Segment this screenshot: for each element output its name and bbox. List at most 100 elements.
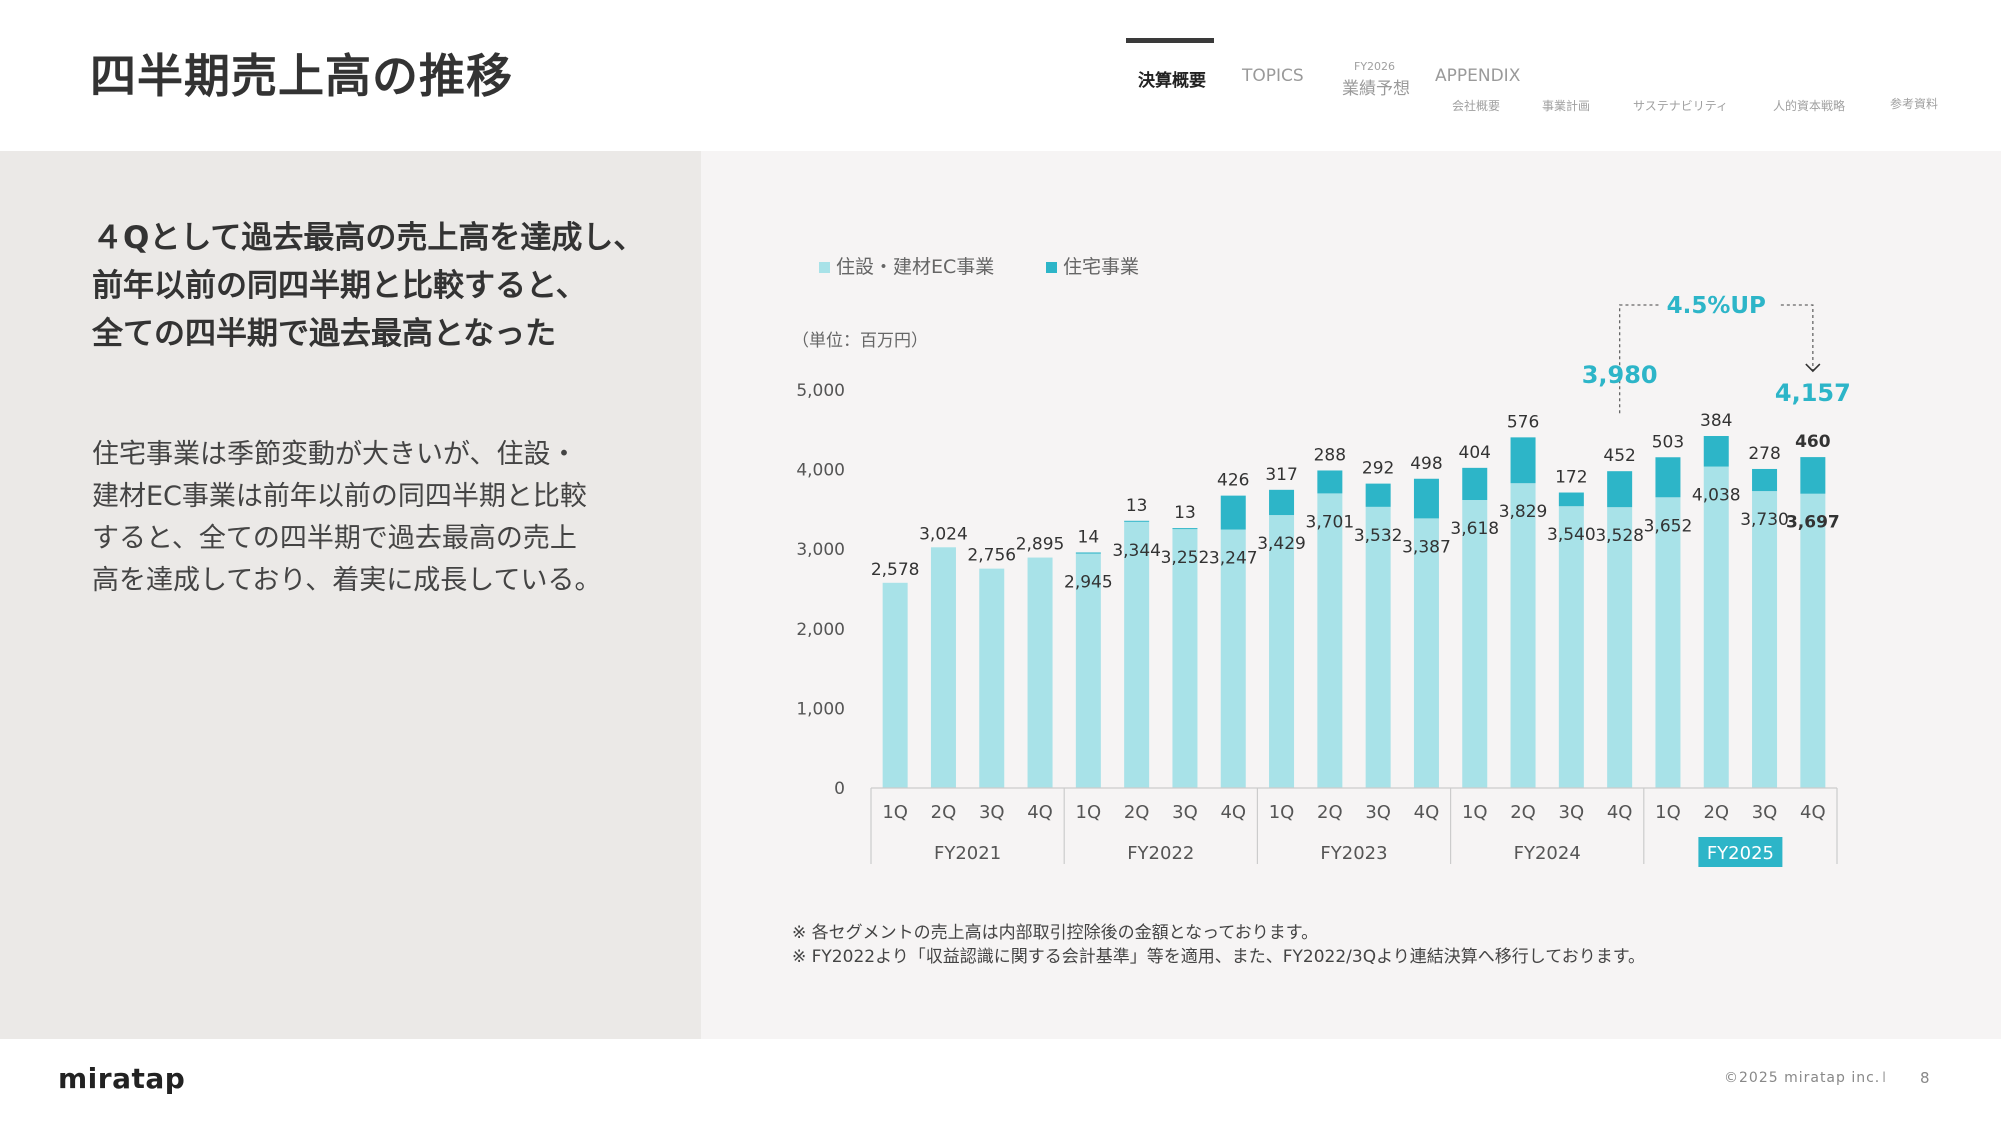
data-label-housing: 317 — [1265, 465, 1297, 485]
data-label-housing: 384 — [1700, 411, 1732, 431]
x-tick-label: 4Q — [1220, 802, 1246, 823]
data-label-ec: 2,578 — [871, 560, 920, 580]
x-tick-label: 4Q — [1027, 802, 1053, 823]
prev-total-label: 3,980 — [1582, 361, 1658, 389]
data-label-housing: 13 — [1126, 496, 1148, 516]
bar-ec — [1558, 506, 1584, 788]
bar-ec — [1800, 493, 1826, 788]
nav-sub-sustainability[interactable]: サステナビリティ — [1633, 99, 1729, 113]
data-label-housing: 452 — [1603, 446, 1635, 466]
bar-ec — [1365, 506, 1391, 788]
legend-swatch-ec — [819, 262, 830, 273]
year-label: FY2024 — [1514, 843, 1581, 864]
bar-ec — [1075, 553, 1101, 788]
x-tick-label: 3Q — [1172, 802, 1198, 823]
nav-sub-human-capital[interactable]: 人的資本戦略 — [1773, 99, 1846, 113]
data-label-ec: 3,701 — [1306, 512, 1355, 532]
nav-sub-reference[interactable]: 参考資料 — [1890, 97, 1939, 111]
left-panel — [0, 151, 701, 1039]
bar-housing — [1752, 468, 1778, 492]
data-label-ec: 3,024 — [919, 524, 968, 544]
data-label-housing: 288 — [1314, 445, 1346, 465]
x-tick-label: 4Q — [1800, 802, 1826, 823]
bar-ec — [1462, 500, 1488, 788]
bar-housing — [1075, 552, 1101, 554]
legend-label-ec: 住設・建材EC事業 — [836, 256, 994, 278]
x-tick-label: 1Q — [1269, 802, 1295, 823]
bar-ec — [1027, 557, 1053, 788]
annotation-arrow-icon — [1805, 363, 1821, 373]
nav-tab-appendix[interactable]: APPENDIX — [1435, 66, 1521, 86]
body-line: 建材EC事業は前年以前の同四半期と比較 — [92, 481, 587, 512]
bar-housing — [1703, 436, 1729, 467]
x-tick-label: 1Q — [1655, 802, 1681, 823]
data-label-ec: 3,252 — [1161, 548, 1210, 568]
bar-ec — [882, 582, 908, 788]
data-label-ec: 3,387 — [1402, 537, 1451, 557]
note-1: ※ 各セグメントの売上高は内部取引控除後の金額となっております。 — [792, 923, 1319, 943]
company-logo: miratap — [58, 1062, 186, 1095]
legend-label-housing: 住宅事業 — [1063, 256, 1139, 278]
headline-line: 全ての四半期で過去最高となった — [92, 316, 557, 352]
data-label-ec: 3,652 — [1644, 516, 1693, 536]
bar-ec — [1413, 518, 1439, 788]
growth-annotation: 4.5%UP 3,980 4,157 — [1582, 293, 1851, 414]
data-label-ec: 2,756 — [967, 546, 1016, 566]
body-text: 住宅事業は季節変動が大きいが、住設・ 建材EC事業は前年以前の同四半期と比較 す… — [92, 434, 652, 602]
data-label-ec: 3,528 — [1595, 526, 1644, 546]
x-tick-label: 4Q — [1414, 802, 1440, 823]
bar-housing — [1413, 478, 1439, 519]
data-label-housing: 498 — [1410, 454, 1442, 474]
body-line: 高を達成しており、着実に成長している。 — [92, 565, 602, 596]
unit-label: （単位：百万円） — [792, 331, 928, 351]
nav-tab-forecast[interactable]: 業績予想 — [1342, 79, 1410, 99]
annotation-bracket — [1619, 304, 1814, 414]
y-tick-label: 4,000 — [796, 461, 845, 481]
nav-active-indicator — [1126, 38, 1214, 43]
bar-housing — [1510, 437, 1536, 484]
data-label-ec: 3,618 — [1450, 519, 1499, 539]
bar-ec — [1220, 529, 1246, 788]
data-label-ec: 2,895 — [1016, 535, 1065, 555]
body-line: 住宅事業は季節変動が大きいが、住設・ — [92, 439, 578, 470]
data-label-ec: 3,697 — [1786, 513, 1840, 533]
note-2: ※ FY2022より「収益認識に関する会計基準」等を適用、また、FY2022/3… — [792, 947, 1646, 967]
bar-housing — [1655, 457, 1681, 498]
chart-panel — [701, 151, 2001, 1039]
nav-sub-plan[interactable]: 事業計画 — [1542, 99, 1591, 113]
y-tick-label: 5,000 — [796, 381, 845, 401]
bar-ec — [1607, 507, 1633, 788]
data-label-ec: 4,038 — [1692, 486, 1741, 506]
x-tick-label: 3Q — [1752, 802, 1778, 823]
data-label-housing: 576 — [1507, 412, 1539, 432]
y-tick-label: 3,000 — [796, 540, 845, 560]
nav-tab-summary[interactable]: 決算概要 — [1138, 71, 1206, 91]
bar-housing — [1124, 520, 1150, 522]
bar-housing — [1317, 470, 1343, 494]
data-label-housing: 13 — [1174, 503, 1196, 523]
x-tick-label: 4Q — [1607, 802, 1633, 823]
year-label: FY2025 — [1707, 843, 1774, 864]
page-number: 8 — [1920, 1069, 1930, 1087]
year-highlight-box — [1698, 837, 1783, 867]
bar-housing — [1462, 467, 1488, 501]
data-label-housing: 503 — [1652, 432, 1684, 452]
bar-ec — [1510, 483, 1536, 788]
year-label: FY2021 — [934, 843, 1001, 864]
x-tick-label: 3Q — [1365, 802, 1391, 823]
data-label-ec: 3,829 — [1499, 502, 1548, 522]
nav-tab-topics[interactable]: TOPICS — [1242, 66, 1304, 86]
bar-ec — [1655, 497, 1681, 788]
year-label: FY2022 — [1127, 843, 1194, 864]
bar-housing — [1607, 471, 1633, 508]
x-axis: 1Q 2Q 3Q 4Q 1Q 2Q 3Q 4Q 1Q 2Q 3Q 4Q 1Q 2Q 3Q 4Q 1Q 2Q 3Q 4Q… — [870, 787, 1838, 867]
footer-separator: I — [1882, 1070, 1887, 1086]
nav-sub-company[interactable]: 会社概要 — [1452, 99, 1501, 113]
headline-line: ４Qとして過去最高の売上高を達成し、 — [92, 220, 645, 256]
data-label-ec: 3,429 — [1257, 534, 1306, 554]
bar-ec — [979, 568, 1005, 788]
curr-total-label: 4,157 — [1775, 379, 1851, 407]
bar-housing — [1172, 528, 1198, 530]
data-label-ec: 3,532 — [1354, 526, 1403, 546]
